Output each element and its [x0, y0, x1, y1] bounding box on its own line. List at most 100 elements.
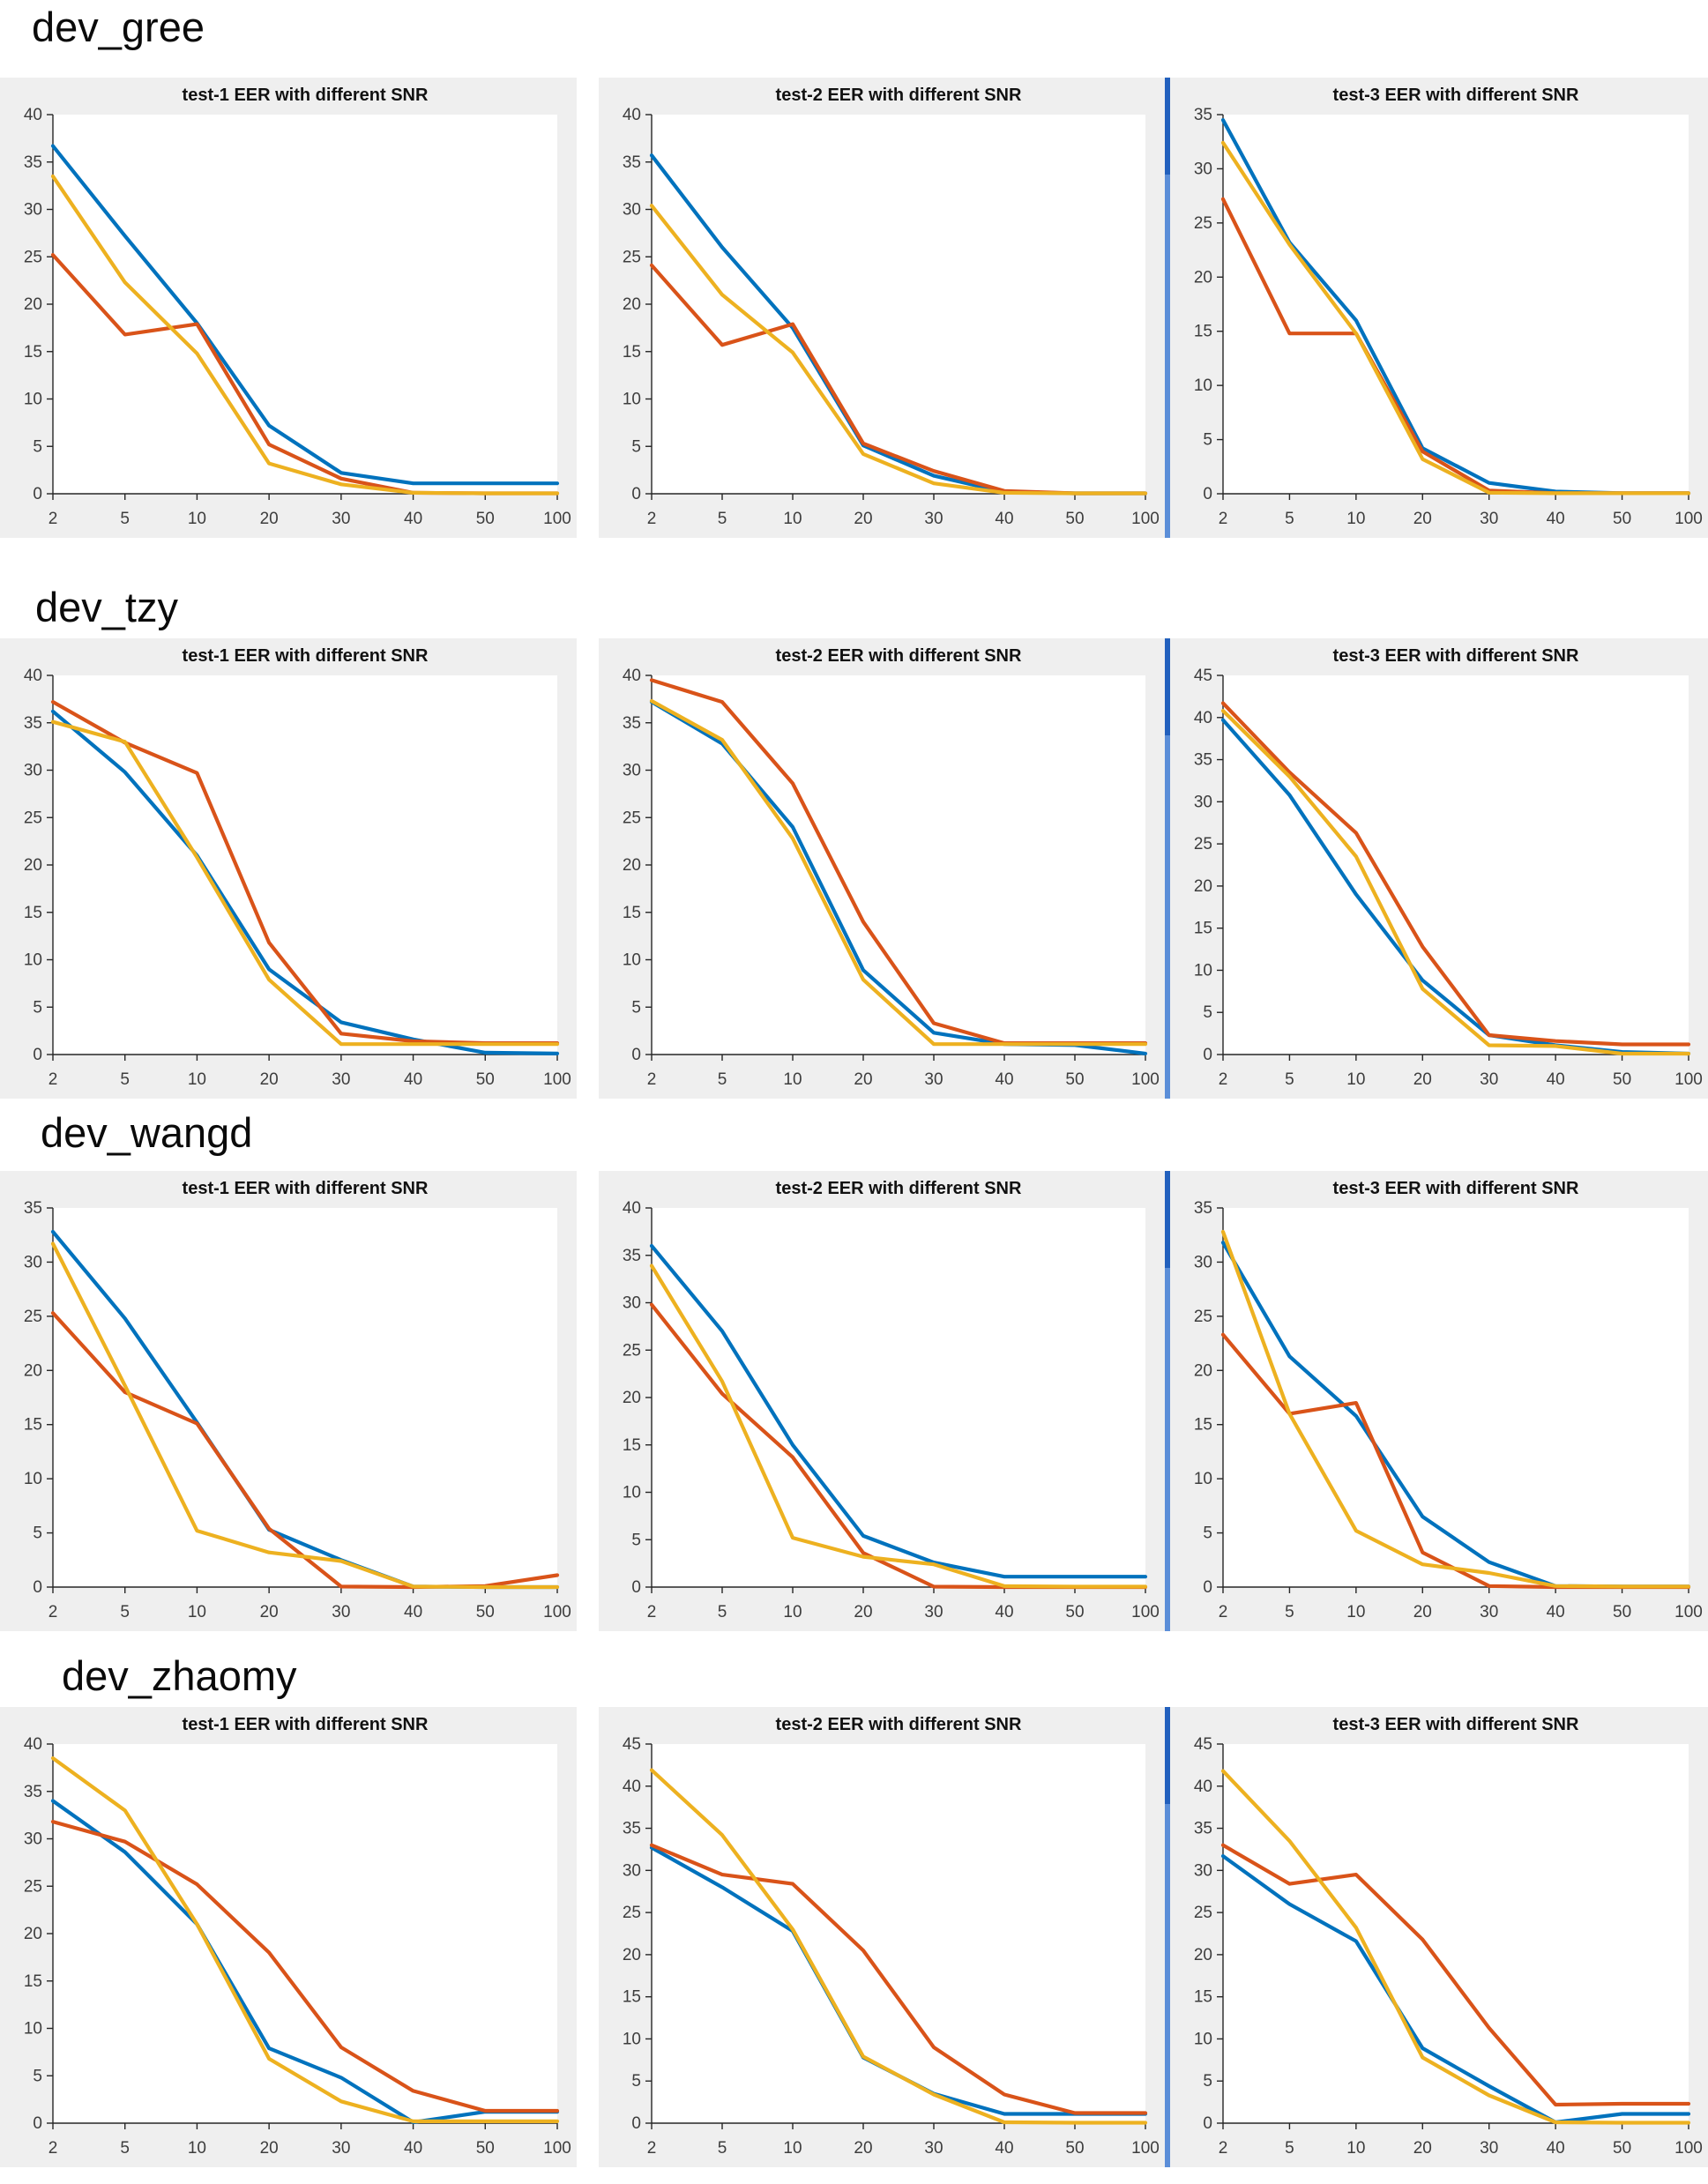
x-tick-label: 50	[1065, 510, 1084, 528]
y-tick-label: 45	[1194, 667, 1212, 685]
y-tick-label: 0	[1203, 1046, 1212, 1064]
x-tick-label: 2	[48, 510, 58, 528]
y-tick-label: 40	[24, 106, 42, 124]
y-tick-label: 5	[1203, 431, 1212, 450]
y-tick-label: 10	[1194, 961, 1212, 980]
chart-panel-dev_wangd-test3: test-3 EER with different SNR 0 5 10 15 20 25 3…	[1170, 1171, 1708, 1631]
y-tick-label: 10	[24, 1470, 42, 1488]
panel-gap	[577, 1707, 599, 2167]
y-tick-label: 15	[623, 904, 641, 922]
window-divider-scrollbar[interactable]	[1165, 1707, 1170, 2167]
y-tick-label: 10	[24, 2020, 42, 2039]
y-tick-label: 20	[1194, 1361, 1212, 1380]
chart-title: test-1 EER with different SNR	[183, 646, 429, 666]
row-label-dev_zhaomy: dev_zhaomy	[62, 1652, 297, 1699]
y-tick-label: 15	[1194, 1988, 1212, 2007]
y-tick-label: 20	[1194, 1946, 1212, 1964]
x-axis-tick-labels: 2 5 10 20 30 40 50 100	[647, 2139, 1160, 2158]
window-divider-scrollbar[interactable]	[1165, 638, 1170, 1099]
x-tick-label: 5	[1285, 1070, 1294, 1089]
series-line-blue	[50, 1799, 560, 2124]
x-tick-label: 20	[854, 510, 872, 528]
series-line-yellow	[50, 719, 560, 1047]
x-tick-label: 40	[1547, 2139, 1565, 2158]
plot-area	[652, 675, 1145, 1055]
y-tick-label: 5	[1203, 2072, 1212, 2091]
y-tick-label: 30	[1194, 793, 1212, 811]
x-tick-label: 20	[1413, 2139, 1432, 2158]
panel-gap	[577, 638, 599, 1099]
series-line-blue	[50, 709, 560, 1055]
x-tick-label: 2	[1219, 510, 1228, 528]
chart-row: test-1 EER with different SNR 0 5 10 15 20 25 3…	[0, 638, 1708, 1099]
x-tick-label: 100	[1131, 1070, 1160, 1089]
x-tick-label: 40	[1547, 1603, 1565, 1621]
y-tick-label: 20	[1194, 877, 1212, 896]
y-tick-label: 10	[1194, 2030, 1212, 2048]
x-tick-label: 100	[543, 2139, 571, 2158]
x-tick-label: 5	[120, 510, 130, 528]
y-tick-label: 25	[24, 809, 42, 827]
x-tick-label: 5	[1285, 510, 1294, 528]
y-tick-label: 10	[1194, 376, 1212, 395]
chart-title: test-2 EER with different SNR	[776, 1715, 1022, 1734]
y-axis-tick-labels: 0 5 10 15 20 25 30 35 40 45	[623, 1735, 641, 2133]
series-line-yellow	[1220, 1769, 1691, 2125]
x-tick-label: 10	[783, 1603, 802, 1621]
y-tick-label: 0	[631, 2114, 641, 2133]
y-tick-label: 35	[623, 1247, 641, 1265]
chart-canvas: test-1 EER with different SNR05101520253…	[24, 1715, 571, 2158]
y-tick-label: 10	[1194, 1470, 1212, 1488]
x-tick-label: 20	[260, 1070, 279, 1089]
y-tick-label: 30	[1194, 160, 1212, 178]
y-tick-label: 35	[1194, 1820, 1212, 1838]
x-tick-label: 5	[718, 2139, 727, 2158]
x-tick-label: 30	[1480, 510, 1498, 528]
y-axis-tick-labels: 0 5 10 15 20 25 30 35 40	[623, 1199, 641, 1597]
series-line-red	[1220, 701, 1691, 1047]
y-tick-label: 0	[33, 2114, 42, 2133]
y-tick-label: 10	[24, 391, 42, 409]
y-axis-tick-labels: 0 5 10 15 20 25 30 35 40 45	[1194, 667, 1212, 1064]
y-tick-label: 15	[24, 343, 42, 362]
chart-canvas: test-2 EER with different SNR05101520253…	[623, 1715, 1160, 2158]
y-tick-label: 5	[33, 437, 42, 456]
x-tick-label: 40	[995, 1603, 1013, 1621]
x-tick-label: 100	[543, 1070, 571, 1089]
y-tick-label: 35	[1194, 106, 1212, 124]
y-tick-label: 5	[631, 998, 641, 1017]
x-tick-label: 30	[924, 1070, 943, 1089]
y-tick-label: 15	[24, 1972, 42, 1991]
series-line-yellow	[1220, 708, 1691, 1056]
x-tick-label: 40	[404, 1603, 422, 1621]
x-tick-label: 40	[404, 2139, 422, 2158]
x-axis-tick-labels: 2 5 10 20 30 40 50 100	[1219, 510, 1703, 528]
y-tick-label: 30	[623, 762, 641, 780]
y-tick-label: 30	[623, 1294, 641, 1313]
x-axis-tick-labels: 2 5 10 20 30 40 50 100	[647, 510, 1160, 528]
window-divider-scrollbar[interactable]	[1165, 1171, 1170, 1631]
x-tick-label: 50	[1613, 1070, 1631, 1089]
x-tick-label: 50	[476, 2139, 495, 2158]
x-tick-label: 50	[1065, 1070, 1084, 1089]
x-tick-label: 40	[995, 2139, 1013, 2158]
y-tick-label: 30	[24, 1253, 42, 1271]
x-tick-label: 100	[1674, 510, 1703, 528]
plot-area	[53, 1208, 557, 1587]
y-tick-label: 25	[1194, 835, 1212, 853]
x-tick-label: 2	[48, 1603, 58, 1621]
series-line-blue	[1220, 1854, 1691, 2125]
chart-canvas: test-3 EER with different SNR05101520253…	[1194, 86, 1703, 528]
y-tick-label: 40	[24, 667, 42, 685]
y-tick-label: 45	[623, 1735, 641, 1754]
chart-panel-dev_zhaomy-test3: test-3 EER with different SNR 0 5 10 15 20 25 3…	[1170, 1707, 1708, 2167]
x-axis-tick-labels: 2 5 10 20 30 40 50 100	[1219, 1070, 1703, 1089]
chart-panel-dev_tzy-test1: test-1 EER with different SNR 0 5 10 15 20 25 3…	[0, 638, 577, 1099]
x-tick-label: 2	[647, 2139, 657, 2158]
window-divider-scrollbar[interactable]	[1165, 78, 1170, 538]
x-axis-tick-labels: 2 5 10 20 30 40 50 100	[1219, 2139, 1703, 2158]
y-tick-label: 40	[1194, 1778, 1212, 1796]
plot-area	[1223, 675, 1689, 1055]
y-tick-label: 35	[623, 1820, 641, 1838]
x-tick-label: 50	[1065, 1603, 1084, 1621]
